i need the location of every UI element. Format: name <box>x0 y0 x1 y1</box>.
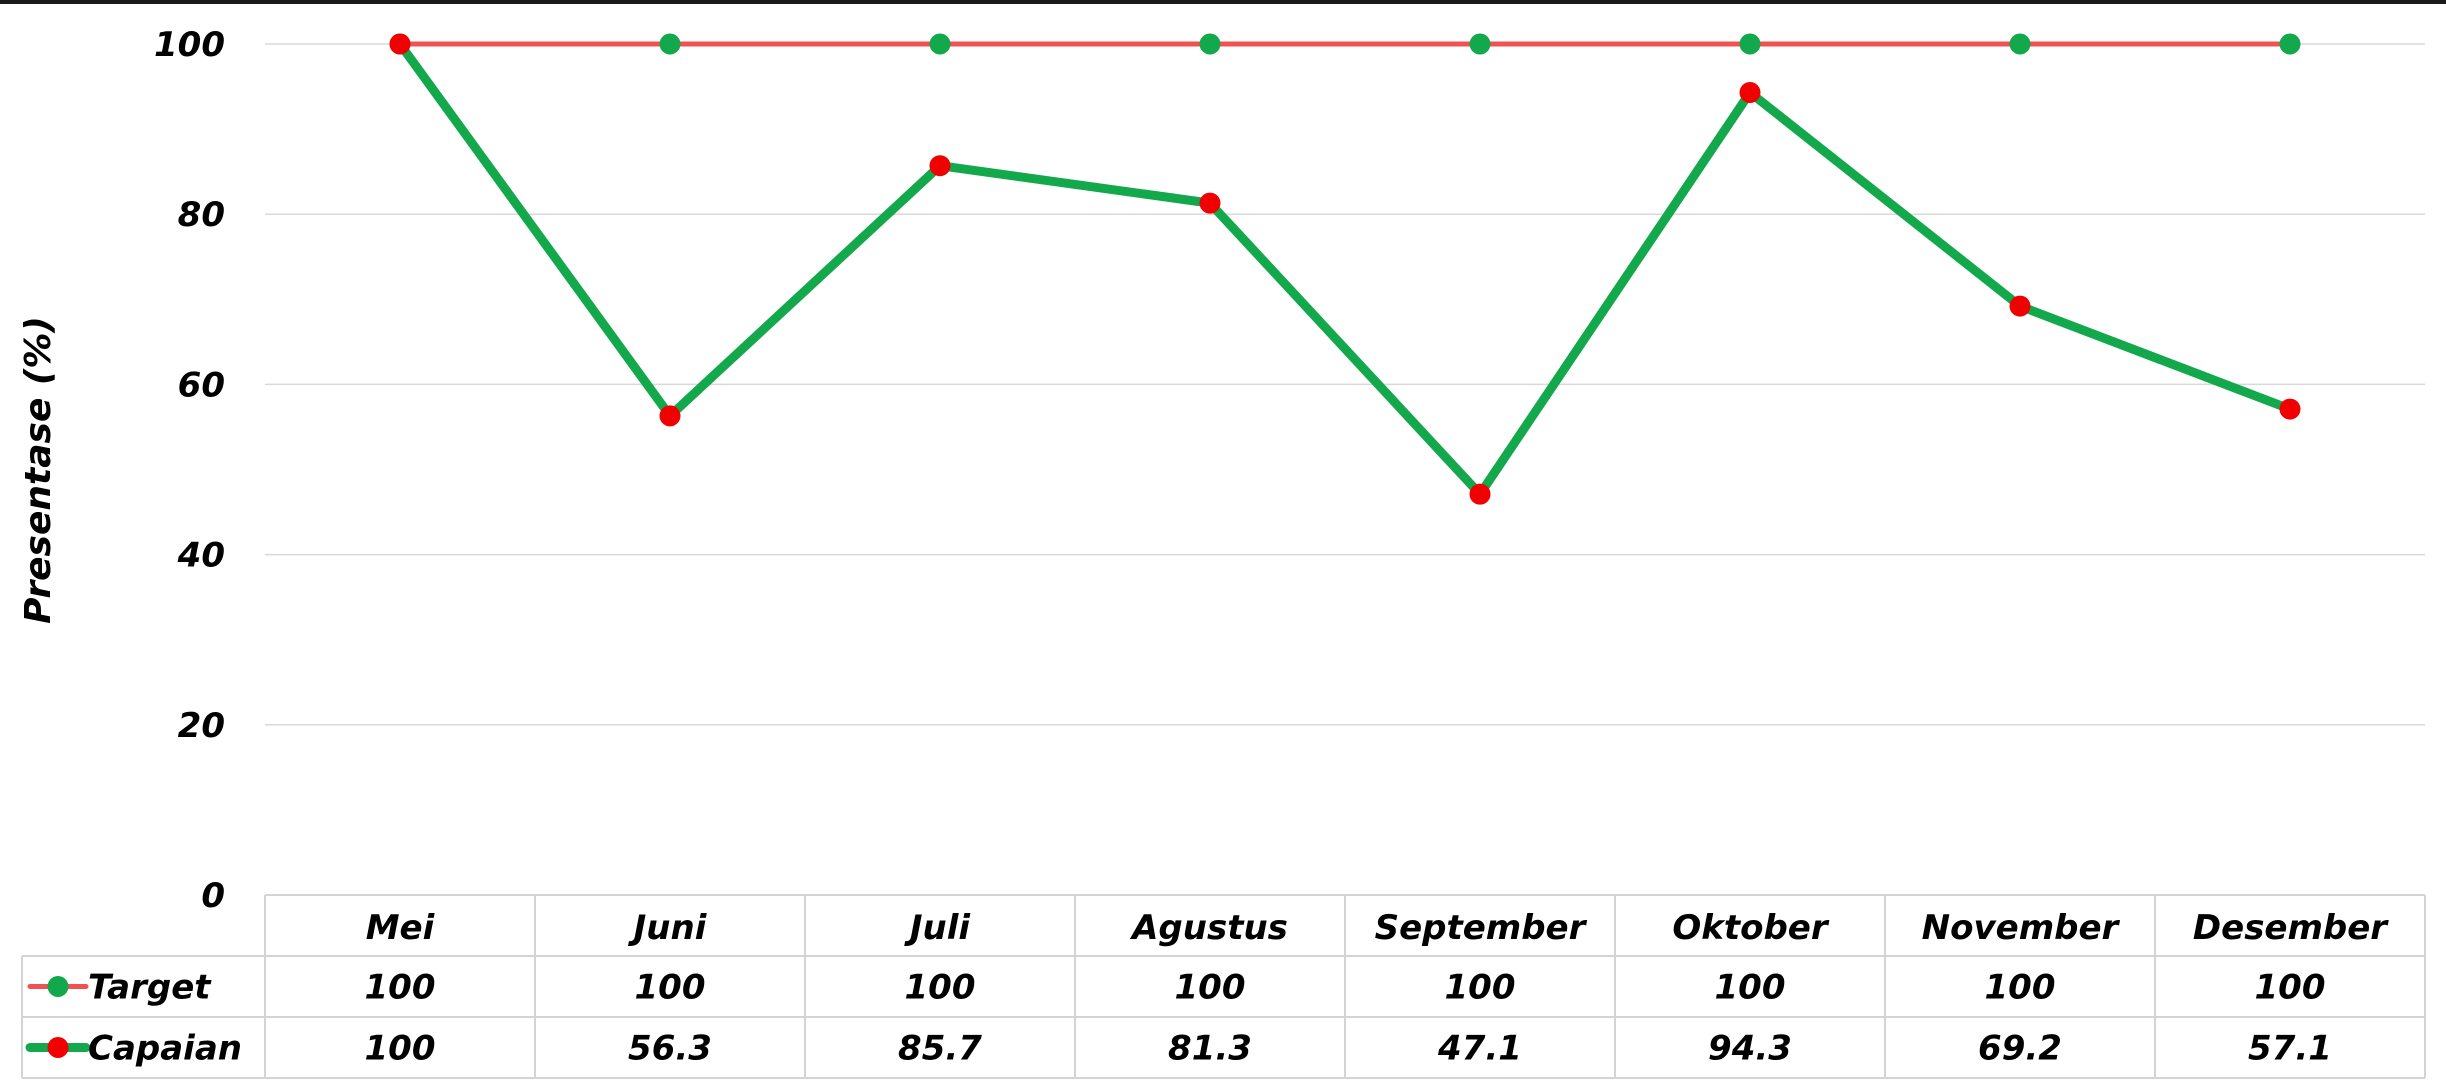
legend-label-capaian: Capaian <box>88 1029 242 1069</box>
data-point-capaian-5 <box>1739 82 1761 104</box>
x-tick-label-juni: Juni <box>628 908 708 948</box>
top-border <box>0 0 2446 4</box>
data-point-capaian-6 <box>2009 295 2031 317</box>
y-axis-label: Presentase (%) <box>18 316 59 624</box>
y-tick-label-80: 80 <box>178 195 225 235</box>
y-tick-label-0: 0 <box>201 876 225 916</box>
data-point-target-6 <box>2009 33 2031 55</box>
data-point-target-5 <box>1739 33 1761 55</box>
data-point-target-1 <box>659 33 681 55</box>
data-point-capaian-2 <box>929 155 951 177</box>
y-tick-label-40: 40 <box>177 536 225 576</box>
data-table: Mei Juni Juli Agustus September Oktober Novemb… <box>21 894 2426 1079</box>
data-label-target-3: 100 <box>1175 968 1246 1008</box>
data-label-capaian-1: 56.3 <box>628 1029 712 1069</box>
legend-marker-target <box>47 976 69 997</box>
series-layer <box>389 33 2301 505</box>
data-label-target-1: 100 <box>635 968 706 1008</box>
data-label-target-0: 100 <box>365 968 436 1008</box>
data-label-capaian-4: 47.1 <box>1437 1029 1522 1069</box>
data-label-target-6: 100 <box>1985 968 2056 1008</box>
data-point-capaian-0 <box>389 33 411 55</box>
data-point-target-2 <box>929 33 951 55</box>
x-tick-label-mei: Mei <box>366 908 436 948</box>
x-tick-label-september: September <box>1375 908 1588 948</box>
data-label-target-7: 100 <box>2255 968 2326 1008</box>
y-axis: 0 20 40 60 80 100 <box>154 25 225 916</box>
legend-marker-capaian <box>47 1037 69 1058</box>
legend-label-target: Target <box>88 968 212 1008</box>
data-point-capaian-3 <box>1199 192 1221 214</box>
data-label-capaian-3: 81.3 <box>1168 1029 1252 1069</box>
data-point-capaian-4 <box>1469 483 1491 505</box>
data-point-target-3 <box>1199 33 1221 55</box>
y-tick-label-100: 100 <box>154 25 225 65</box>
x-tick-label-agustus: Agustus <box>1129 908 1288 948</box>
data-point-capaian-7 <box>2279 398 2301 420</box>
data-label-capaian-5: 94.3 <box>1708 1029 1792 1069</box>
data-point-target-4 <box>1469 33 1491 55</box>
x-tick-label-november: November <box>1922 908 2121 948</box>
data-point-target-7 <box>2279 33 2301 55</box>
x-tick-label-oktober: Oktober <box>1672 908 1830 948</box>
series-line-capaian <box>395 39 2295 499</box>
data-label-target-2: 100 <box>905 968 976 1008</box>
data-label-target-5: 100 <box>1715 968 1786 1008</box>
data-label-target-4: 100 <box>1445 968 1516 1008</box>
x-tick-label-juli: Juli <box>904 908 972 948</box>
grid-lines <box>265 43 2425 726</box>
data-label-capaian-0: 100 <box>365 1029 436 1069</box>
data-point-capaian-1 <box>659 405 681 427</box>
data-label-capaian-2: 85.7 <box>898 1029 982 1069</box>
data-label-capaian-6: 69.2 <box>1978 1029 2062 1069</box>
data-label-capaian-7: 57.1 <box>2248 1029 2332 1069</box>
x-tick-label-desember: Desember <box>2193 908 2389 948</box>
y-tick-label-60: 60 <box>178 365 225 405</box>
y-tick-label-20: 20 <box>178 706 225 746</box>
